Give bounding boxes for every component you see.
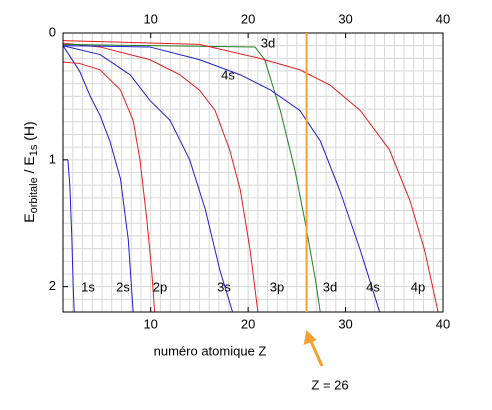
x-axis-label: numéro atomique Z [154,343,267,358]
y-axis-label: Eorbitale / E1s (H) [21,121,40,222]
y-axis-label-part: (H) [21,121,37,144]
series-label: 3s [217,279,231,294]
marker-label: Z = 26 [311,377,348,392]
series-label: 3p [270,279,284,294]
series-label: 3d [261,35,275,50]
curve [63,45,134,312]
curve [63,61,156,312]
curve [63,40,439,312]
plot [63,40,439,312]
x-tick-label-top: 30 [338,11,352,26]
y-axis-label-part: / E [21,156,37,177]
y-axis-label-part: 1s [28,144,40,156]
curve [63,45,234,312]
series-label: 4s [366,279,380,294]
curve [63,42,259,312]
y-tick-label: 1 [49,151,56,166]
curve [63,43,321,312]
x-tick-label: 10 [143,316,157,331]
series-label: 3d [323,279,337,294]
x-tick-label: 30 [338,316,352,331]
marker-arrowhead [303,330,317,345]
x-tick-label-top: 20 [241,11,255,26]
y-tick-label: 0 [49,24,56,39]
series-label: 1s [81,279,95,294]
x-tick-label-top: 10 [143,11,157,26]
grid [62,33,443,312]
y-tick-label: 2 [49,278,56,293]
series-label: 4s [221,67,235,82]
curve [67,159,75,312]
x-tick-label: 20 [241,316,255,331]
series-label: 2s [116,279,130,294]
series-label: 4p [411,279,425,294]
x-tick-label: 40 [436,316,450,331]
curve [63,45,381,312]
y-axis-label-part: E [21,213,37,222]
plot-frame [62,32,444,313]
x-tick-label-top: 40 [436,11,450,26]
y-axis-label-part: orbitale [28,177,40,213]
series-label: 2p [153,279,167,294]
